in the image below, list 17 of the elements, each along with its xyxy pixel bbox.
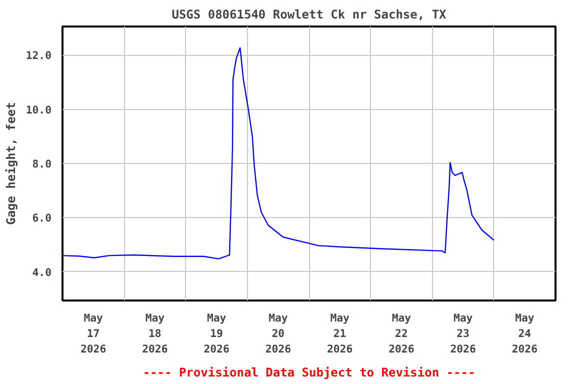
x-tick-label: May 21 2026 [326, 312, 353, 356]
x-tick-label: May 22 2026 [388, 312, 414, 356]
y-tick-label: 6.0 [32, 212, 52, 225]
x-tick-label: May 20 2026 [265, 312, 292, 356]
y-tick-label: 10.0 [26, 103, 52, 116]
line-series [62, 47, 494, 260]
y-tick-label: 4.0 [32, 266, 52, 279]
x-tick-label: May 17 2026 [80, 312, 106, 356]
x-tick-label: May 24 2026 [512, 312, 538, 356]
x-tick-label: May 18 2026 [142, 312, 168, 356]
y-tick-label: 12.0 [26, 49, 52, 62]
text: ---- Provisional Data Subject to Revision ---- [142, 366, 476, 380]
y-axis-title: Gage height, feet [4, 102, 18, 225]
chart-title: USGS 08061540 Rowlett Ck nr Sachse, TX [172, 8, 448, 22]
x-tick-label: May 23 2026 [450, 312, 476, 356]
y-tick-label: 8.0 [32, 158, 52, 170]
x-tick-label: May 19 2026 [204, 312, 230, 356]
